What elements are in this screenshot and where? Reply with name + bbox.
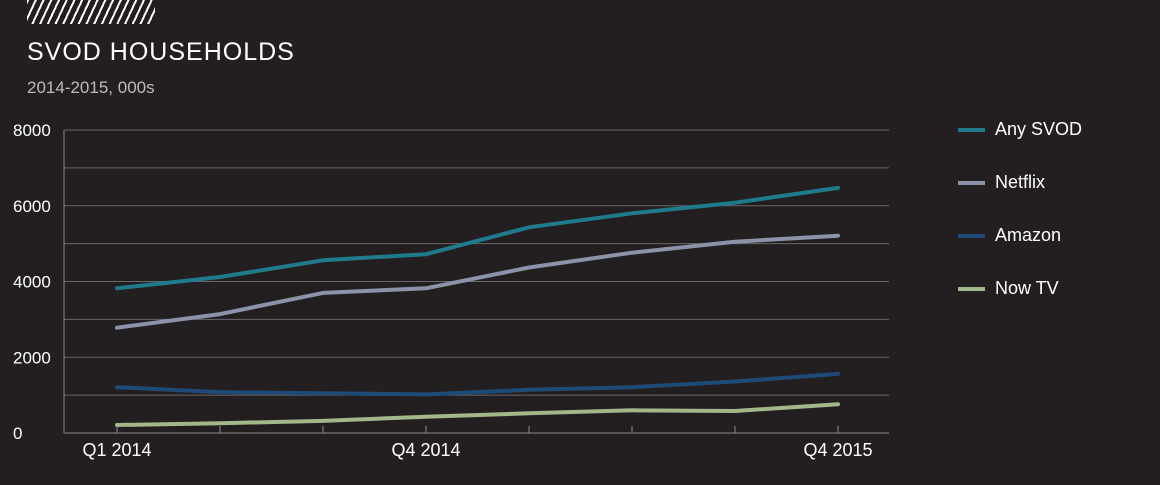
y-tick-label: 4000 xyxy=(13,273,51,292)
legend-label-any-svod: Any SVOD xyxy=(995,119,1083,139)
legend-swatch-netflix xyxy=(958,181,985,185)
legend-swatch-now-tv xyxy=(958,287,985,291)
series-lines xyxy=(115,185,840,427)
decorative-hatch-bar xyxy=(27,0,155,24)
y-tick-label: 0 xyxy=(13,424,22,443)
legend-swatch-amazon xyxy=(958,234,985,238)
y-axis-tick-labels: 0 2000 4000 6000 8000 xyxy=(13,121,51,443)
chart-subtitle: 2014-2015, 000s xyxy=(27,78,155,97)
x-axis-tick-labels: Q1 2014 Q4 2014 Q4 2015 xyxy=(82,440,872,460)
legend-label-amazon: Amazon xyxy=(995,225,1062,245)
series-line-amazon xyxy=(115,371,840,397)
x-tick-label: Q4 2014 xyxy=(391,440,460,460)
chart-axes xyxy=(63,130,889,434)
series-line-netflix xyxy=(115,233,840,330)
grid-lines xyxy=(64,129,889,396)
y-tick-label: 8000 xyxy=(13,121,51,140)
chart-title: SVOD HOUSEHOLDS xyxy=(27,38,295,66)
legend-label-netflix: Netflix xyxy=(995,172,1046,192)
legend-label-now-tv: Now TV xyxy=(995,278,1059,298)
x-tick-label: Q1 2014 xyxy=(82,440,151,460)
series-line-now-tv xyxy=(115,402,840,427)
legend-swatch-any-svod xyxy=(958,128,985,132)
series-line-any-svod xyxy=(115,185,840,291)
x-tick-label: Q4 2015 xyxy=(803,440,872,460)
y-tick-label: 6000 xyxy=(13,197,51,216)
y-tick-label: 2000 xyxy=(13,348,51,367)
